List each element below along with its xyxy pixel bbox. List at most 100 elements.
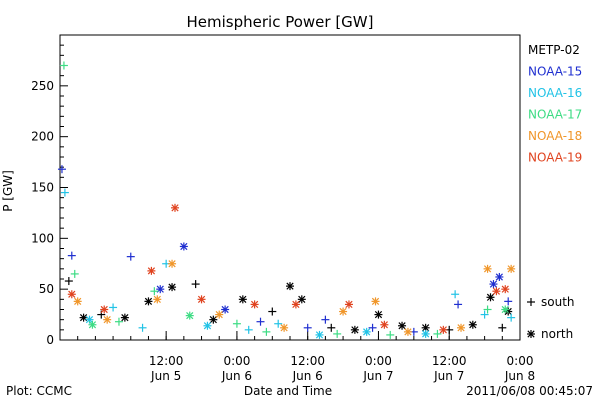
data-point-noaa-15 bbox=[368, 323, 377, 332]
data-point-noaa-15 bbox=[57, 165, 66, 174]
data-point-noaa-16 bbox=[274, 319, 283, 328]
x-axis-label: Date and Time bbox=[244, 384, 332, 398]
y-tick-label: 250 bbox=[31, 79, 54, 93]
data-point-noaa-16 bbox=[451, 290, 460, 299]
y-tick-label: 100 bbox=[31, 231, 54, 245]
x-tick-date: Jun 7 bbox=[433, 369, 464, 383]
data-point-noaa-18 bbox=[280, 323, 289, 332]
data-point-noaa-15 bbox=[179, 242, 188, 251]
data-point-metp-02 bbox=[209, 315, 218, 324]
data-point-noaa-17 bbox=[59, 61, 68, 70]
data-point-noaa-17 bbox=[333, 329, 342, 338]
data-point-metp-02 bbox=[350, 325, 359, 334]
data-point-noaa-15 bbox=[67, 251, 76, 260]
data-point-metp-02 bbox=[144, 297, 153, 306]
data-point-noaa-18 bbox=[153, 295, 162, 304]
data-point-noaa-18 bbox=[457, 323, 466, 332]
timestamp: 2011/06/08 00:45:07 bbox=[466, 384, 593, 398]
data-point-noaa-15 bbox=[156, 285, 165, 294]
data-point-noaa-15 bbox=[321, 315, 330, 324]
data-point-noaa-16 bbox=[244, 325, 253, 334]
data-point-noaa-16 bbox=[138, 323, 147, 332]
data-point-noaa-15 bbox=[495, 272, 504, 281]
data-point-noaa-17 bbox=[150, 287, 159, 296]
data-point-noaa-18 bbox=[339, 307, 348, 316]
data-point-noaa-15 bbox=[303, 323, 312, 332]
legend-entry: NOAA-15 bbox=[528, 65, 582, 79]
y-tick-label: 150 bbox=[31, 181, 54, 195]
data-point-metp-02 bbox=[191, 280, 200, 289]
data-point-noaa-16 bbox=[203, 321, 212, 330]
x-tick-time: 0:00 bbox=[507, 354, 534, 368]
data-point-noaa-17 bbox=[70, 269, 79, 278]
data-point-noaa-16 bbox=[109, 303, 118, 312]
data-point-noaa-18 bbox=[215, 310, 224, 319]
data-point-noaa-16 bbox=[315, 330, 324, 339]
data-point-noaa-16 bbox=[362, 327, 371, 336]
data-point-metp-02 bbox=[327, 323, 336, 332]
x-tick-date: Jun 6 bbox=[292, 369, 323, 383]
x-tick-time: 0:00 bbox=[365, 354, 392, 368]
data-point-noaa-15 bbox=[126, 252, 135, 261]
legend: METP-02 NOAA-15 NOAA-16 NOAA-17 NOAA-18 NOAA-… bbox=[527, 43, 582, 341]
data-point-noaa-17 bbox=[232, 319, 241, 328]
data-point-noaa-17 bbox=[185, 311, 194, 320]
data-point-noaa-19 bbox=[291, 300, 300, 309]
legend-marker-label: north bbox=[541, 327, 573, 341]
x-tick-time: 12:00 bbox=[290, 354, 325, 368]
data-point-metp-02 bbox=[238, 295, 247, 304]
data-point-metp-02 bbox=[486, 293, 495, 302]
data-point-metp-02 bbox=[79, 313, 88, 322]
legend-entry: NOAA-19 bbox=[528, 151, 582, 165]
data-point-noaa-19 bbox=[380, 320, 389, 329]
data-point-noaa-17 bbox=[114, 317, 123, 326]
data-point-metp-02 bbox=[268, 307, 277, 316]
data-point-metp-02 bbox=[168, 283, 177, 292]
data-point-noaa-16 bbox=[507, 313, 516, 322]
data-point-noaa-17 bbox=[262, 327, 271, 336]
data-point-noaa-19 bbox=[197, 295, 206, 304]
data-point-metp-02 bbox=[297, 295, 306, 304]
x-tick-time: 0:00 bbox=[223, 354, 250, 368]
x-tick-date: Jun 8 bbox=[504, 369, 535, 383]
y-tick-label: 200 bbox=[31, 130, 54, 144]
data-point-noaa-15 bbox=[454, 300, 463, 309]
data-point-noaa-18 bbox=[73, 297, 82, 306]
data-point-noaa-17 bbox=[386, 330, 395, 339]
data-point-metp-02 bbox=[498, 323, 507, 332]
y-tick-label: 50 bbox=[39, 282, 54, 296]
x-tick-date: Jun 5 bbox=[150, 369, 181, 383]
data-point-noaa-19 bbox=[492, 287, 501, 296]
x-tick-time: 12:00 bbox=[149, 354, 184, 368]
y-axis-label: P [GW] bbox=[1, 170, 15, 212]
data-point-metp-02 bbox=[286, 282, 294, 291]
data-point-noaa-18 bbox=[168, 259, 177, 268]
data-point-noaa-17 bbox=[483, 305, 492, 314]
data-point-noaa-17 bbox=[88, 320, 97, 329]
x-tick-date: Jun 6 bbox=[221, 369, 252, 383]
data-point-noaa-16 bbox=[480, 310, 489, 319]
data-point-noaa-15 bbox=[256, 317, 265, 326]
data-point-metp-02 bbox=[468, 320, 477, 329]
data-point-noaa-19 bbox=[147, 266, 156, 275]
data-point-noaa-19 bbox=[439, 325, 448, 334]
data-point-noaa-15 bbox=[489, 280, 498, 289]
chart-title: Hemispheric Power [GW] bbox=[187, 13, 374, 31]
data-point-noaa-16 bbox=[421, 329, 430, 338]
data-point-noaa-15 bbox=[504, 297, 513, 306]
data-point-noaa-18 bbox=[483, 264, 492, 273]
data-point-metp-02 bbox=[120, 313, 129, 322]
data-point-noaa-18 bbox=[103, 315, 112, 324]
data-point-noaa-18 bbox=[403, 327, 412, 336]
data-point-noaa-17 bbox=[501, 305, 510, 314]
data-point-noaa-19 bbox=[250, 300, 259, 309]
data-point-metp-02 bbox=[374, 310, 383, 319]
data-points bbox=[57, 61, 516, 339]
data-point-noaa-15 bbox=[221, 305, 230, 314]
legend-entry: METP-02 bbox=[528, 43, 580, 57]
plot-credit: Plot: CCMC bbox=[6, 384, 72, 398]
legend-entry: NOAA-17 bbox=[528, 108, 582, 122]
data-point-noaa-17 bbox=[433, 329, 442, 338]
